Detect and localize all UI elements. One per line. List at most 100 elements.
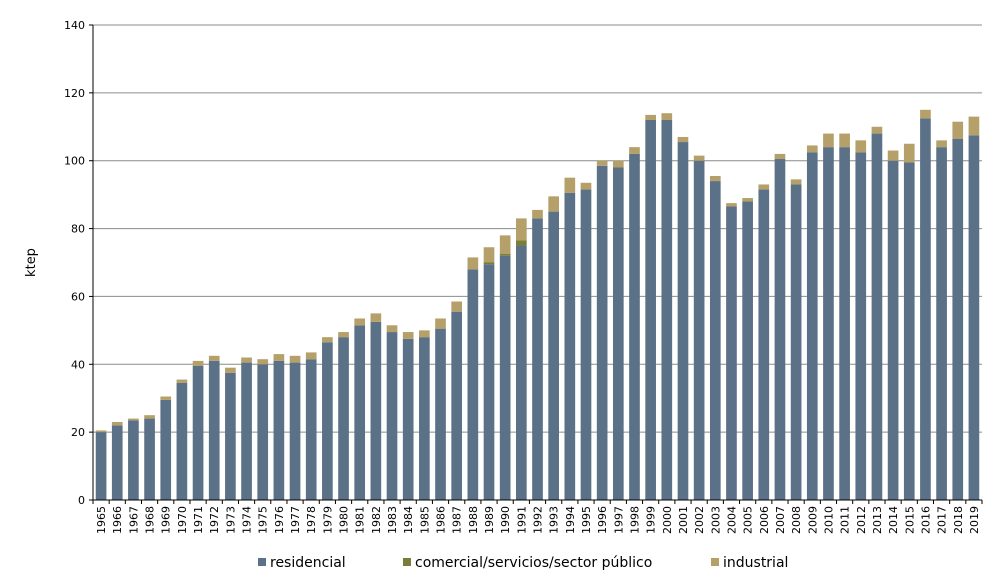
bar-segment-industrial bbox=[677, 136, 689, 143]
bar-segment-industrial bbox=[354, 318, 366, 326]
bar-segment-residencial bbox=[257, 364, 269, 500]
x-tick-label: 2003 bbox=[709, 506, 722, 534]
bar-segment-industrial bbox=[629, 147, 640, 154]
bar-segment-residencial bbox=[402, 338, 414, 500]
bar-segment-industrial bbox=[936, 140, 947, 148]
bar-segment-industrial bbox=[338, 332, 349, 338]
y-tick-label: 0 bbox=[78, 494, 85, 507]
x-tick-label: 1979 bbox=[321, 506, 334, 534]
x-tick-label: 1998 bbox=[628, 506, 641, 534]
bar-segment-residencial bbox=[241, 362, 252, 500]
bar-segment-residencial bbox=[128, 420, 139, 500]
bar-segment-industrial bbox=[499, 235, 511, 255]
bar-segment-residencial bbox=[483, 264, 495, 500]
bar-segment-residencial bbox=[322, 342, 333, 500]
x-tick-label: 1965 bbox=[95, 506, 108, 534]
bar-segment-residencial bbox=[823, 147, 834, 500]
bar-segment-industrial bbox=[903, 143, 915, 163]
bar-segment-residencial bbox=[160, 399, 172, 500]
x-tick-label: 2011 bbox=[839, 506, 852, 534]
x-tick-label: 1983 bbox=[386, 506, 399, 534]
bar-segment-industrial bbox=[370, 313, 382, 322]
bar-segment-industrial bbox=[806, 145, 818, 153]
bar-segment-industrial bbox=[839, 133, 850, 148]
legend-label: industrial bbox=[723, 555, 788, 571]
x-tick-label: 1997 bbox=[612, 506, 625, 534]
bar-segment-residencial bbox=[903, 162, 915, 501]
x-tick-label: 1994 bbox=[564, 506, 577, 534]
bars bbox=[95, 109, 980, 501]
x-tick-label: 1978 bbox=[305, 506, 318, 534]
bar-segment-comercial bbox=[516, 240, 527, 246]
bar-segment-residencial bbox=[661, 120, 673, 500]
x-tick-label: 1966 bbox=[111, 506, 124, 534]
bar-segment-industrial bbox=[920, 109, 931, 119]
x-tick-label: 1973 bbox=[224, 506, 237, 534]
bar-segment-industrial bbox=[871, 126, 883, 134]
bar-segment-residencial bbox=[532, 218, 543, 500]
x-tick-label: 1967 bbox=[127, 506, 140, 534]
bar-segment-residencial bbox=[629, 153, 640, 500]
x-tick-label: 1970 bbox=[176, 506, 189, 534]
bar-segment-industrial bbox=[968, 116, 980, 136]
x-tick-label: 1996 bbox=[596, 506, 609, 534]
bar-segment-residencial bbox=[871, 133, 883, 501]
bar-segment-comercial bbox=[499, 254, 511, 256]
x-tick-label: 1986 bbox=[435, 506, 448, 534]
x-tick-label: 1990 bbox=[499, 506, 512, 534]
bar-segment-residencial bbox=[516, 245, 527, 500]
bar-segment-industrial bbox=[855, 140, 867, 153]
bar-segment-industrial bbox=[726, 203, 737, 207]
x-tick-label: 2006 bbox=[758, 506, 771, 534]
bar-segment-residencial bbox=[386, 332, 398, 500]
bar-segment-residencial bbox=[887, 160, 899, 500]
x-tick-label: 2014 bbox=[887, 506, 900, 534]
x-tick-label: 2015 bbox=[903, 506, 916, 534]
x-tick-label: 1992 bbox=[532, 506, 545, 534]
bar-segment-industrial bbox=[241, 357, 252, 363]
x-tick-label: 2005 bbox=[742, 506, 755, 534]
bar-segment-residencial bbox=[774, 159, 786, 500]
bar-segment-residencial bbox=[855, 152, 867, 500]
x-tick-label: 1975 bbox=[257, 506, 270, 534]
bar-segment-industrial bbox=[661, 113, 673, 120]
bar-segment-residencial bbox=[499, 255, 511, 500]
bar-segment-residencial bbox=[612, 167, 624, 500]
y-tick-label: 120 bbox=[64, 87, 85, 100]
x-tick-label: 2004 bbox=[725, 506, 738, 534]
bar-segment-industrial bbox=[693, 155, 705, 161]
x-tick-label: 2010 bbox=[822, 506, 835, 534]
x-tick-label: 1977 bbox=[289, 506, 302, 534]
x-tick-label: 2018 bbox=[952, 506, 965, 534]
y-tick-label: 40 bbox=[71, 358, 85, 371]
bar-segment-industrial bbox=[435, 318, 446, 329]
bar-segment-residencial bbox=[144, 418, 155, 500]
bar-segment-residencial bbox=[806, 152, 818, 500]
legend: residencial comercial/servicios/sector pú… bbox=[258, 555, 788, 571]
bar-segment-industrial bbox=[144, 415, 155, 419]
x-tick-label: 2009 bbox=[806, 506, 819, 534]
bar-segment-residencial bbox=[95, 432, 107, 500]
bar-segment-residencial bbox=[758, 189, 770, 500]
x-tick-label: 1987 bbox=[451, 506, 464, 534]
bar-segment-industrial bbox=[758, 184, 770, 190]
bar-segment-residencial bbox=[564, 192, 576, 501]
x-tick-label: 1999 bbox=[645, 506, 658, 534]
bar-segment-residencial bbox=[338, 337, 349, 500]
bar-segment-residencial bbox=[596, 165, 608, 500]
bar-segment-industrial bbox=[645, 114, 656, 120]
bar-segment-industrial bbox=[612, 160, 624, 168]
bar-segment-residencial bbox=[419, 337, 430, 500]
bar-segment-residencial bbox=[305, 359, 317, 500]
y-tick-label: 80 bbox=[71, 223, 85, 236]
bar-segment-industrial bbox=[532, 209, 543, 219]
bar-segment-industrial bbox=[451, 301, 463, 312]
bar-segment-residencial bbox=[968, 135, 980, 500]
bar-segment-residencial bbox=[936, 147, 947, 500]
bar-segment-industrial bbox=[774, 153, 786, 160]
bar-segment-industrial bbox=[160, 396, 172, 400]
x-tick-label: 2002 bbox=[693, 506, 706, 534]
bar-segment-residencial bbox=[742, 201, 753, 500]
